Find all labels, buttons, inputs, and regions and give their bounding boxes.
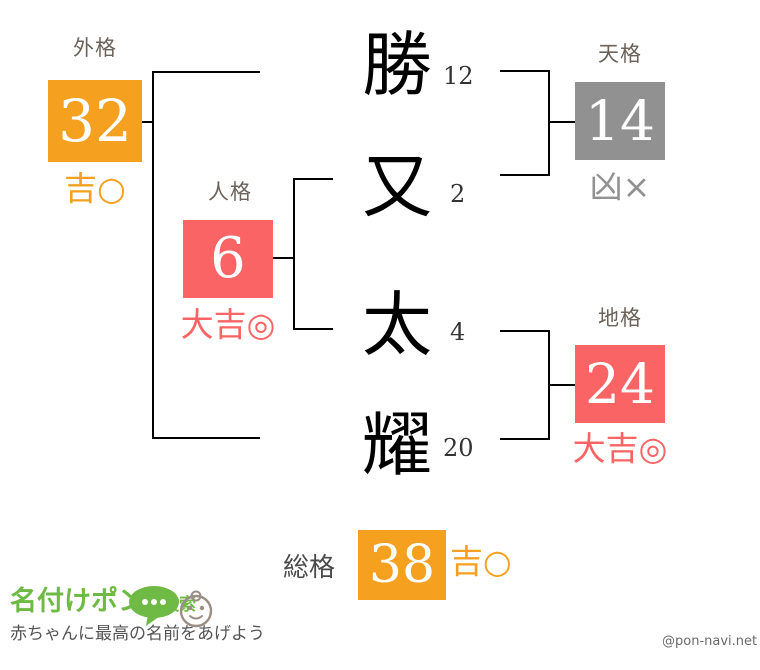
chikaku-bracket-bottom [500,438,550,440]
logo-tagline: 赤ちゃんに最高の名前をあげよう [10,624,265,644]
jinkaku-bracket-top [293,178,333,180]
tenkaku-bracket-top [500,70,550,72]
jinkaku-label: 人格 [208,180,252,204]
chikaku-bracket-stem [548,384,576,386]
chikaku-label: 地格 [598,306,642,330]
tenkaku-value-box: 14 [575,82,665,160]
name-char-3: 太 [362,284,432,366]
chikaku-value-box: 24 [575,345,665,423]
jinkaku-bracket-bottom [293,328,333,330]
jinkaku-value-box: 6 [183,220,273,298]
chikaku-verdict: 大吉◎ [572,429,668,468]
gaikaku-bracket-spine [152,71,154,437]
gaikaku-value-box: 32 [48,80,142,162]
name-char-4: 耀 [362,404,432,486]
gaikaku-verdict: 吉○ [64,169,126,208]
tenkaku-label: 天格 [598,42,642,66]
jinkaku-verdict: 大吉◎ [180,305,276,344]
tenkaku-verdict: 凶× [589,167,651,206]
baby-face-icon [179,590,213,628]
gaikaku-label: 外格 [73,36,117,60]
jinkaku-bracket-spine [293,178,295,328]
gaikaku-bracket-bottom [152,437,260,439]
gaikaku-bracket-top [152,71,260,73]
name-char-1: 勝 [362,24,432,106]
soukaku-label: 総格 [283,553,336,583]
chikaku-bracket-top [500,330,550,332]
tenkaku-bracket-bottom [500,174,550,176]
jinkaku-bracket-stem [273,257,295,259]
soukaku-value-box: 38 [358,530,446,600]
name-char-2: 又 [362,146,432,228]
name-char-4-strokes: 20 [443,434,474,462]
gaikaku-bracket-stem [142,121,154,123]
soukaku-verdict: 吉○ [450,542,512,581]
speech-bubble-icon [129,586,179,626]
watermark: @pon-navi.net [662,634,758,649]
name-char-2-strokes: 2 [450,180,466,208]
logo-lead-text: 名付けポン [10,586,145,617]
name-char-1-strokes: 12 [443,62,474,90]
name-char-3-strokes: 4 [450,318,466,346]
tenkaku-bracket-stem [548,121,576,123]
